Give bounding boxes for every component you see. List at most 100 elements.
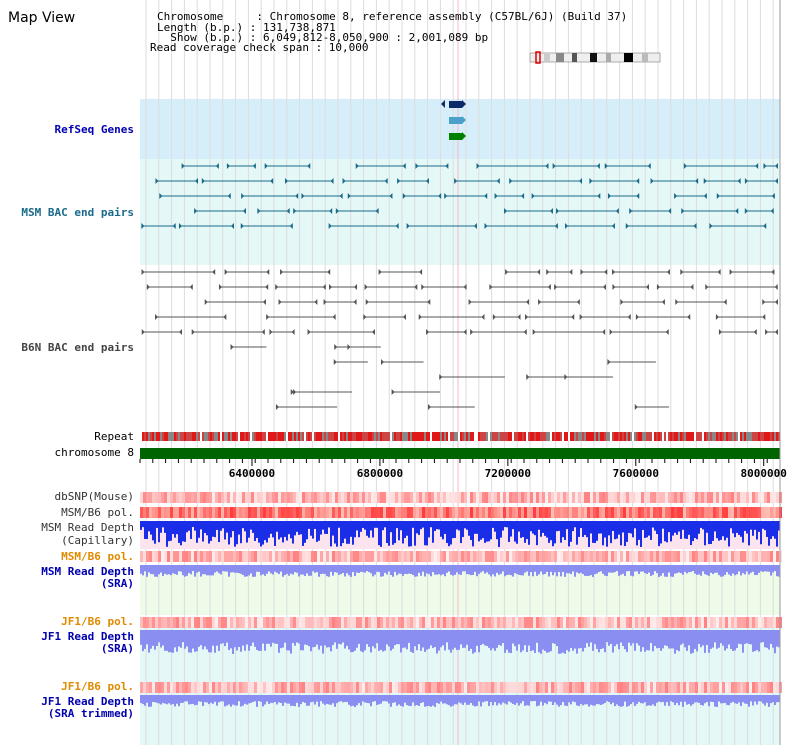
msm-depth-cap-bar [774,521,776,539]
jf1-depth-trim-bar [544,695,546,703]
jf1-b6-pol-cell [185,617,188,628]
jf1-depth-trim-bar [682,695,684,707]
msm-bac-pair-end [241,193,245,199]
jf1-depth-trim-bar [150,695,152,707]
msm-depth-sra-bar [334,565,336,573]
jf1-b6-pol-trim-cell [668,682,671,693]
dbsnp-heat-cell [413,492,416,503]
msm-b6-pol-cap-cell [668,507,671,518]
jf1-depth-sra-bar [508,630,510,653]
msm-depth-sra-bar [384,565,386,573]
repeat-bar [754,432,756,441]
msm-b6-pol-cap-cell [239,507,242,518]
msm-depth-cap-bar [648,521,650,536]
msm-depth-sra-bar [326,565,328,577]
jf1-b6-pol-trim-cell [386,682,389,693]
refseq-gene [449,101,462,108]
jf1-depth-trim-bar [598,695,600,705]
repeat-bar [670,432,672,441]
jf1-depth-sra-bar [756,630,758,651]
jf1-depth-sra-bar [768,630,770,650]
jf1-depth-sra-bar [330,630,332,652]
jf1-b6-pol-trim-cell [230,682,233,693]
jf1-depth-sra-bar [690,630,692,654]
msm-bac-pair-end [494,193,498,199]
msm-b6-pol-sra-cell [695,551,698,562]
jf1-depth-sra-bar [192,630,194,649]
dbsnp-heat-cell [341,492,344,503]
msm-depth-cap-bar [732,521,734,534]
msm-b6-pol-cap-cell [710,507,713,518]
jf1-depth-trim-bar [720,695,722,704]
jf1-b6-pol-trim-cell [362,682,365,693]
msm-depth-cap-bar [592,521,594,543]
msm-depth-cap-bar [654,521,656,531]
jf1-depth-trim-bar [774,695,776,705]
msm-depth-sra-bar [324,565,326,575]
track-label-msm-bac[interactable]: MSM BAC end pairs [21,206,134,219]
jf1-depth-trim-bar [766,695,768,703]
jf1-depth-trim-bar [250,695,252,703]
jf1-b6-pol-cell [563,617,566,628]
msm-depth-sra-bar [552,565,554,576]
jf1-b6-pol-trim-cell [182,682,185,693]
jf1-b6-pol-cell [353,617,356,628]
jf1-depth-trim-bar [714,695,716,707]
jf1-b6-pol-trim-cell [719,682,722,693]
jf1-b6-pol-trim-cell [170,682,173,693]
jf1-b6-pol-cell [761,617,764,628]
msm-b6-pol-sra-cell [146,551,149,562]
jf1-depth-trim-bar [632,695,634,703]
jf1-b6-pol-trim-cell [452,682,455,693]
msm-depth-sra-bar [610,565,612,573]
dbsnp-heat-cell [404,492,407,503]
msm-depth-cap-bar [432,521,434,543]
dbsnp-heat-cell [620,492,623,503]
ideogram-band [572,53,577,62]
msm-depth-cap-bar [466,521,468,530]
jf1-depth-trim-bar [338,695,340,702]
jf1-b6-pol-trim-cell [272,682,275,693]
msm-b6-pol-cap-cell [665,507,668,518]
msm-b6-pol-cap-cell [275,507,278,518]
jf1-b6-pol-cell [542,617,545,628]
msm-depth-cap-bar [766,521,768,537]
track-label-jf1-read-depth-sra[interactable]: JF1 Read Depth [41,630,134,643]
track-label-jf1-read-depth-trim[interactable]: JF1 Read Depth [41,695,134,708]
jf1-depth-trim-bar [742,695,744,703]
msm-b6-pol-cap-cell [350,507,353,518]
msm-bac-pair-end [425,178,429,184]
msm-depth-sra-bar [744,565,746,575]
jf1-depth-sra-bar [382,630,384,652]
msm-bac-pair-end [335,208,339,214]
track-label-msm-read-depth-sra[interactable]: MSM Read Depth [41,565,134,578]
repeat-bar [190,432,192,441]
jf1-b6-pol-cell [263,617,266,628]
jf1-depth-sra-bar [648,630,650,651]
msm-b6-pol-cap-cell [620,507,623,518]
msm-depth-sra-bar [556,565,558,577]
msm-depth-sra-bar [688,565,690,573]
jf1-depth-sra-bar [376,630,378,644]
jf1-b6-pol-cell [539,617,542,628]
track-label-refseq-genes[interactable]: RefSeq Genes [54,123,134,136]
dbsnp-heat-cell [452,492,455,503]
jf1-depth-trim-bar [340,695,342,702]
msm-depth-sra-bar [554,565,556,573]
dbsnp-heat-cell [632,492,635,503]
jf1-depth-trim-bar [170,695,172,705]
jf1-b6-pol-trim-cell [731,682,734,693]
msm-depth-sra-bar [620,565,622,575]
jf1-depth-sra-bar [470,630,472,649]
jf1-b6-pol-cell [446,617,449,628]
jf1-b6-pol-cell [719,617,722,628]
msm-depth-sra-bar [396,565,398,576]
jf1-b6-pol-trim-cell [323,682,326,693]
msm-depth-sra-bar [164,565,166,574]
msm-depth-cap-bar [180,521,182,546]
repeat-bar [630,432,632,441]
msm-bac-pair-end [240,223,244,229]
msm-depth-sra-bar [538,565,540,575]
track-label-b6n-bac[interactable]: B6N BAC end pairs [21,341,134,354]
